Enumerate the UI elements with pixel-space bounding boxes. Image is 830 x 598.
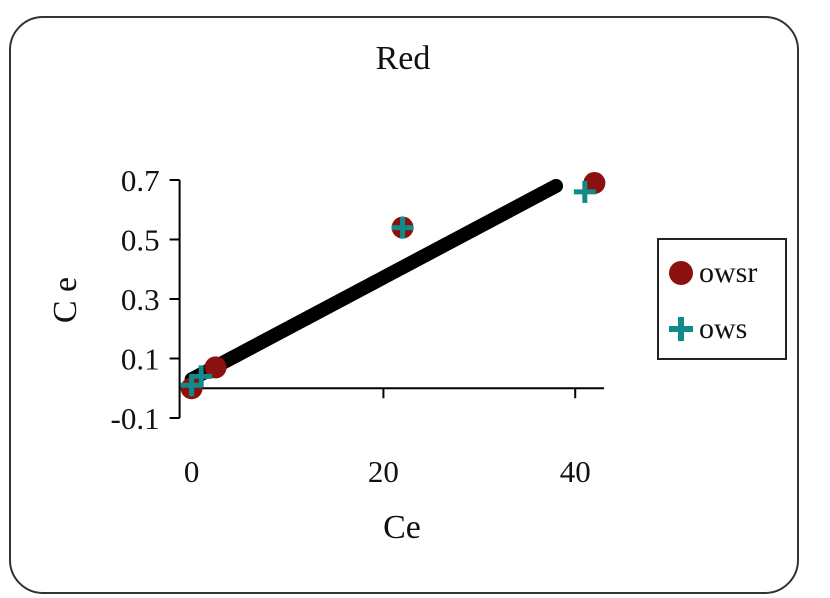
y-tick-label: 0.3 xyxy=(121,282,160,317)
owsr-point xyxy=(204,356,227,379)
y-tick-label: -0.1 xyxy=(111,401,160,436)
chart-title: Red xyxy=(375,40,431,77)
plus-marker-icon xyxy=(669,317,693,341)
y-axis-label: C e xyxy=(47,277,84,323)
ows-point xyxy=(573,180,596,203)
y-tick-label: 0.7 xyxy=(121,163,160,198)
legend-item-ows: ows xyxy=(667,312,747,346)
x-tick-label: 20 xyxy=(368,454,399,489)
fit-line xyxy=(184,178,564,387)
legend-item-owsr: owsr xyxy=(667,256,757,290)
owsr-point xyxy=(583,171,606,194)
legend-label-ows: ows xyxy=(699,312,748,345)
y-tick-label: 0.1 xyxy=(121,342,160,377)
chart-legend: owsr ows xyxy=(657,238,787,360)
y-tick-label: 0.5 xyxy=(121,223,160,258)
ows-point xyxy=(391,216,414,239)
ows-point xyxy=(190,365,213,388)
x-tick-label: 0 xyxy=(184,454,200,489)
circle-marker-icon xyxy=(669,261,693,285)
x-axis-label: Ce xyxy=(383,509,421,546)
legend-label-owsr: owsr xyxy=(699,256,758,289)
x-tick-label: 40 xyxy=(560,454,591,489)
